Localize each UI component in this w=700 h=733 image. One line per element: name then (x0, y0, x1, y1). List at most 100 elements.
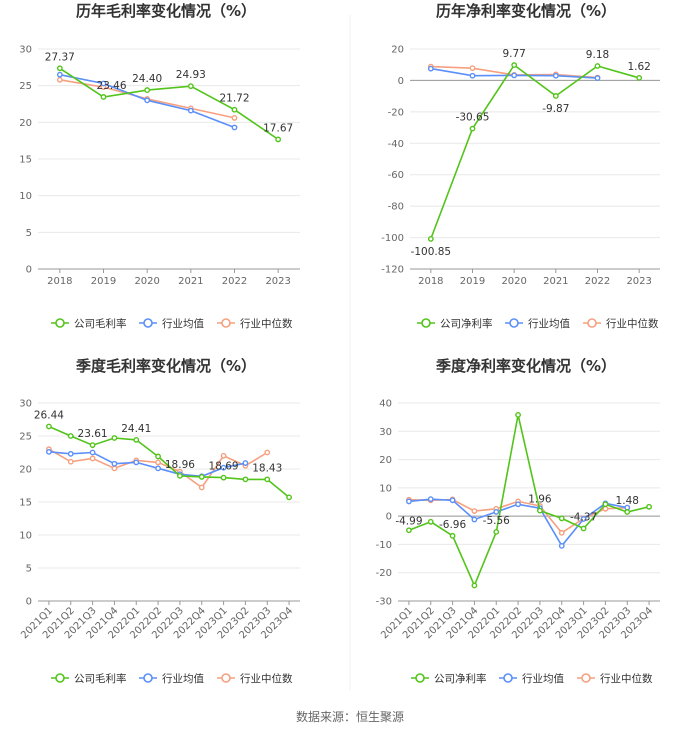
legend-item[interactable]: 公司毛利率 (51, 317, 127, 330)
data-point (471, 516, 478, 523)
legend-item[interactable]: 行业均值 (139, 317, 204, 330)
data-label: 18.43 (252, 462, 282, 474)
legend-item[interactable]: 行业均值 (139, 672, 204, 685)
data-point (155, 459, 161, 466)
chart-1: 历年毛利率变化情况（%） 0 5 10 15 20 25 30 2018 2019 2020 2021… (19, 2, 300, 330)
data-point (493, 528, 500, 535)
y-tick-label: 10 (19, 191, 32, 202)
data-label: 24.93 (176, 69, 206, 81)
data-point (511, 72, 518, 79)
y-tick-label: -40 (388, 139, 404, 150)
x-tick-label: 2018 (47, 276, 72, 287)
y-tick-label: 30 (19, 399, 32, 410)
legend-item[interactable]: 公司净利率 (411, 672, 487, 685)
data-label: 23.46 (96, 80, 126, 92)
x-tick-label: 2020 (501, 276, 526, 287)
data-point (449, 532, 456, 539)
legend-item[interactable]: 行业中位数 (583, 317, 659, 330)
data-label: -9.87 (542, 103, 569, 115)
data-point (264, 449, 271, 456)
data-point (111, 465, 118, 472)
chart-2: 历年净利率变化情况（%） -120 -100 -80 -60 -40 -20 0 20 2018 2… (381, 2, 660, 330)
legend-swatch-marker (421, 318, 431, 328)
data-point (602, 501, 609, 508)
data-point (144, 87, 151, 93)
data-point (558, 515, 565, 522)
legend-swatch-marker (55, 673, 65, 683)
data-point (406, 527, 412, 534)
data-point (624, 509, 631, 515)
x-tick-label: 2021 (543, 276, 568, 287)
data-point (471, 508, 478, 514)
data-point (275, 136, 282, 143)
x-tick-label: 2020 (134, 276, 159, 287)
legend-item[interactable]: 行业中位数 (577, 672, 653, 685)
data-label: -6.96 (439, 519, 466, 531)
data-point (133, 436, 140, 443)
data-point (144, 97, 151, 104)
data-point (187, 107, 194, 114)
data-point (89, 449, 96, 456)
data-point (89, 455, 96, 462)
y-tick-label: 40 (379, 399, 392, 410)
source-note: 数据来源：恒生聚源 (296, 709, 404, 724)
data-point (264, 476, 271, 483)
legend-label: 行业均值 (162, 317, 204, 330)
legend-label: 行业均值 (162, 672, 204, 685)
data-point (580, 516, 587, 522)
y-tick-label: -20 (388, 107, 404, 118)
data-label: -4.37 (570, 512, 597, 524)
data-point (427, 236, 434, 242)
data-label: 24.40 (132, 73, 162, 85)
data-label: 9.77 (502, 48, 525, 60)
legend-item[interactable]: 公司净利率 (417, 317, 493, 330)
y-tick-label: -80 (388, 202, 404, 213)
data-point (220, 452, 227, 459)
data-point (558, 529, 565, 536)
data-point (177, 472, 183, 479)
data-point (602, 505, 609, 512)
legend-label: 行业中位数 (606, 317, 659, 330)
data-label: 23.61 (78, 428, 108, 440)
data-label: -5.56 (483, 515, 510, 527)
data-point (242, 476, 249, 483)
legend-item[interactable]: 行业中位数 (217, 317, 293, 330)
data-point (558, 542, 565, 549)
legend-item[interactable]: 公司毛利率 (51, 672, 127, 685)
data-point (242, 460, 249, 466)
legend-label: 公司毛利率 (74, 317, 127, 330)
data-point (67, 433, 74, 439)
data-point (537, 507, 543, 514)
legend-swatch-marker (221, 318, 231, 328)
data-point (493, 508, 500, 515)
data-point (580, 525, 587, 532)
data-point (46, 423, 52, 430)
y-tick-label: 20 (19, 118, 32, 129)
data-point (133, 459, 140, 466)
data-point (100, 80, 107, 87)
legend-item[interactable]: 行业均值 (505, 317, 570, 330)
data-point (220, 474, 227, 481)
data-label: 9.18 (586, 49, 609, 61)
data-point (187, 83, 194, 90)
legend-label: 行业均值 (522, 672, 564, 685)
legend-item[interactable]: 行业中位数 (217, 672, 293, 685)
data-point (67, 450, 74, 457)
data-label: 1.96 (528, 494, 552, 506)
data-point (198, 484, 205, 491)
series-line-company (408, 414, 650, 588)
chart-legend: 公司毛利率 行业均值 行业中位数 (51, 672, 293, 685)
legend-item[interactable]: 行业均值 (499, 672, 564, 685)
series-line-company (430, 63, 640, 240)
data-point (111, 435, 118, 441)
data-point (286, 494, 292, 501)
y-tick-label: 25 (19, 81, 32, 92)
legend-swatch-marker (415, 673, 425, 683)
y-tick-label: 30 (379, 427, 392, 438)
data-point (231, 115, 238, 121)
series-line-industry-average (48, 451, 246, 478)
x-tick-label: 2023 (626, 276, 651, 287)
legend-label: 公司净利率 (440, 317, 493, 330)
data-point (100, 94, 107, 100)
